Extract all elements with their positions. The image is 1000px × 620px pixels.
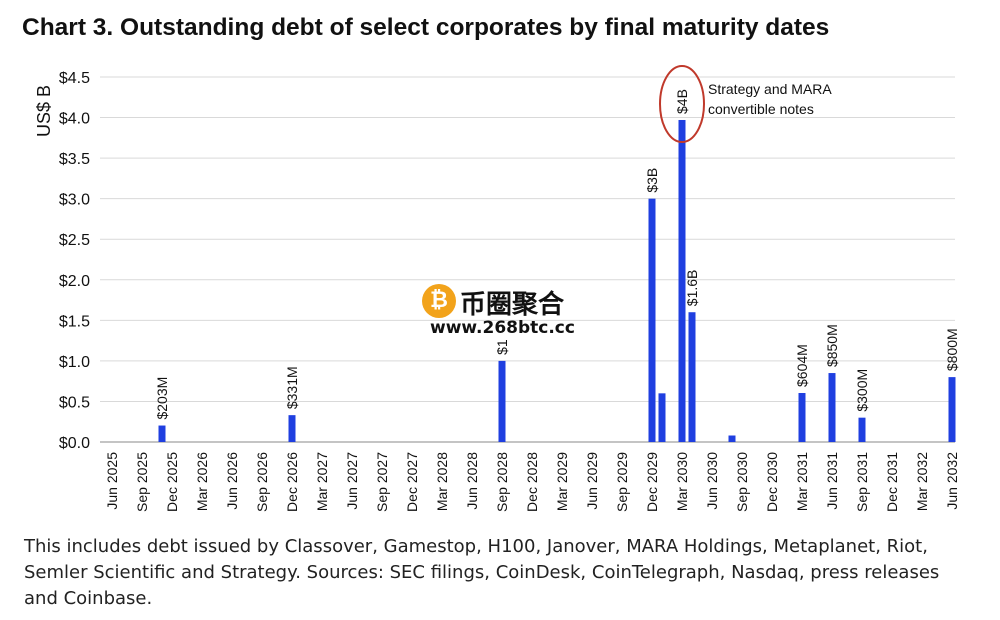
y-tick-label: $1.0 — [59, 354, 90, 371]
bar-data-label: $203M — [154, 377, 170, 420]
y-tick-label: $3.0 — [59, 192, 90, 209]
bar-data-label: $800M — [944, 328, 960, 371]
y-tick-label: $1.5 — [59, 313, 90, 330]
x-tick-label: Dec 2027 — [404, 452, 420, 512]
bar — [498, 360, 506, 442]
x-tick-label: Jun 2028 — [464, 452, 480, 510]
x-tick-label: Dec 2026 — [284, 452, 300, 512]
x-tick-label: Dec 2029 — [644, 452, 660, 512]
watermark-url: www.268btc.cc — [430, 318, 575, 338]
x-tick-label: Sep 2031 — [854, 452, 870, 512]
bar-data-label: $300M — [854, 369, 870, 412]
bar — [798, 393, 806, 442]
y-tick-label: $4.5 — [59, 70, 90, 87]
x-tick-label: Dec 2028 — [524, 452, 540, 512]
watermark: ₿ 币圈聚合 www.268btc.cc — [422, 280, 592, 340]
annotation-text: Strategy and MARA — [708, 81, 832, 97]
watermark-text: 币圈聚合 — [460, 290, 565, 320]
bar — [158, 425, 166, 442]
y-tick-label: $0.5 — [59, 394, 90, 411]
bar — [948, 377, 956, 442]
x-tick-label: Jun 2030 — [704, 452, 720, 510]
bar — [678, 119, 686, 442]
annotation-text: convertible notes — [708, 101, 814, 117]
x-tick-label: Jun 2026 — [224, 452, 240, 510]
x-tick-label: Jun 2029 — [584, 452, 600, 510]
x-tick-label: Dec 2031 — [884, 452, 900, 512]
bar-chart: $0.0 $0.5 $1.0 $1.5 $2.0 $2.5 $3.0 $3.5 $4.0 $4.5… — [34, 65, 960, 512]
y-tick-label: $2.5 — [59, 232, 90, 249]
x-tick-label: Jun 2027 — [344, 452, 360, 510]
x-tick-label: Dec 2030 — [764, 452, 780, 512]
bar — [288, 415, 296, 442]
x-tick-label: Mar 2030 — [674, 452, 690, 511]
y-tick-label: $3.5 — [59, 151, 90, 168]
x-tick-label: Mar 2031 — [794, 452, 810, 511]
bar — [688, 312, 696, 442]
x-tick-label: Sep 2029 — [614, 452, 630, 512]
bar — [858, 417, 866, 442]
bar-data-label: $1.6B — [684, 270, 700, 307]
bar-data-label: $1 — [494, 339, 510, 355]
bar-data-label: $4B — [674, 89, 690, 114]
footnote: This includes debt issued by Classover, … — [24, 536, 940, 609]
bar-data-label: $604M — [794, 344, 810, 387]
y-axis-label: US$ B — [34, 85, 54, 137]
chart-title: Chart 3. Outstanding debt of select corp… — [22, 14, 830, 41]
bitcoin-coin-icon: ₿ — [422, 284, 456, 318]
bar-data-label: $850M — [824, 324, 840, 367]
x-tick-label: Mar 2029 — [554, 452, 570, 511]
x-tick-label: Mar 2026 — [194, 452, 210, 511]
x-tick-label: Dec 2025 — [164, 452, 180, 512]
y-tick-label: $0.0 — [59, 435, 90, 452]
y-tick-label: $2.0 — [59, 273, 90, 290]
bar — [828, 373, 836, 442]
x-tick-label: Mar 2028 — [434, 452, 450, 511]
x-tick-label: Jun 2032 — [944, 452, 960, 510]
x-tick-label: Sep 2025 — [134, 452, 150, 512]
bar-data-label: $331M — [284, 366, 300, 409]
x-tick-label: Jun 2025 — [104, 452, 120, 510]
x-tick-label: Sep 2026 — [254, 452, 270, 512]
x-tick-label: Sep 2030 — [734, 452, 750, 512]
x-tick-label: Sep 2028 — [494, 452, 510, 512]
bar — [728, 435, 736, 442]
x-tick-label: Sep 2027 — [374, 452, 390, 512]
x-tick-label: Jun 2031 — [824, 452, 840, 510]
x-tick-label: Mar 2032 — [914, 452, 930, 511]
bar — [648, 198, 656, 442]
bar-data-label: $3B — [644, 168, 660, 193]
highlight-circle — [659, 65, 705, 143]
x-tick-label: Mar 2027 — [314, 452, 330, 511]
y-tick-label: $4.0 — [59, 111, 90, 128]
bar — [658, 393, 666, 442]
